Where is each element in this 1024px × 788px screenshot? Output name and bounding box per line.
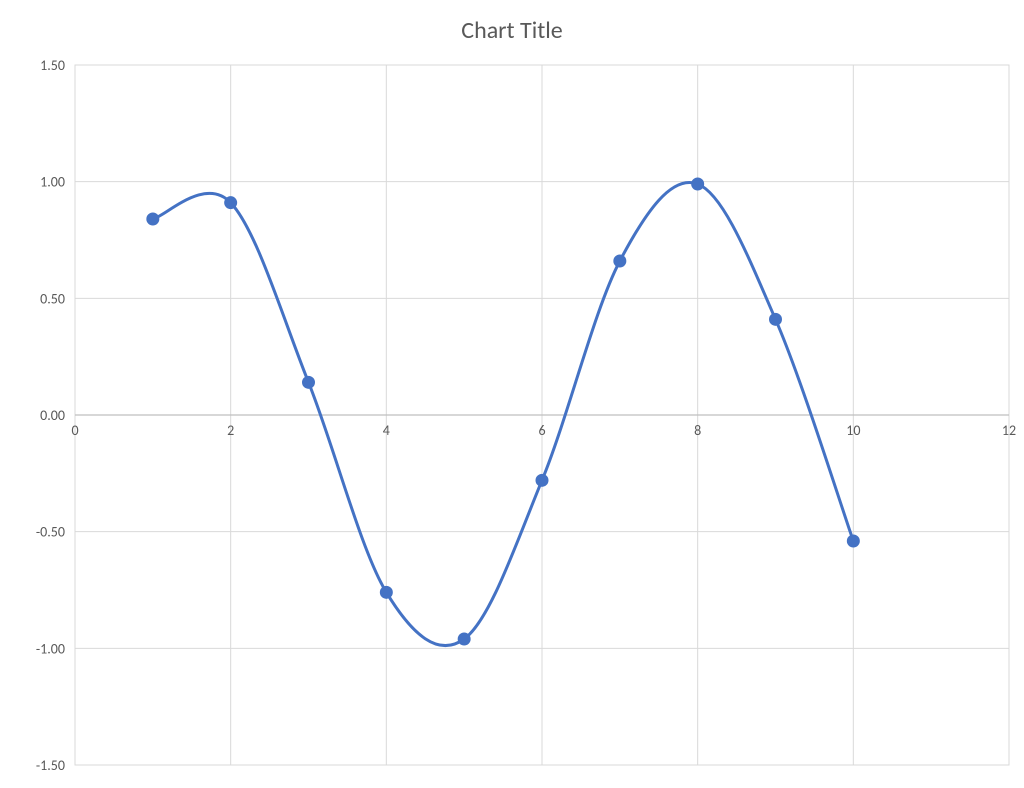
data-marker [380, 586, 392, 598]
data-marker [692, 178, 704, 190]
y-tick-label: -0.50 [36, 524, 65, 541]
x-tick-label: 2 [227, 422, 234, 439]
data-marker [303, 376, 315, 388]
data-marker [147, 213, 159, 225]
x-tick-label: 12 [1002, 422, 1016, 439]
y-tick-label: 1.50 [40, 57, 65, 74]
x-tick-label: 4 [383, 422, 390, 439]
plot-area: -1.50 -1.00 -0.50 0.00 0.50 1.00 1.50 0 2 4 6 8 10 12 [0, 55, 1024, 788]
y-tick-label: 0.00 [40, 407, 65, 424]
x-tick-label: 6 [538, 422, 545, 439]
x-tick-label: 10 [846, 422, 860, 439]
data-marker [225, 197, 237, 209]
data-marker [847, 535, 859, 547]
x-tick-label: 8 [694, 422, 701, 439]
data-marker [458, 633, 470, 645]
chart-title: Chart Title [0, 0, 1024, 55]
chart-container: Chart Title -1.50 -1.00 -0.50 0.00 0.50 1.00 1… [0, 0, 1024, 788]
x-tick-label: 0 [71, 422, 78, 439]
data-marker [770, 313, 782, 325]
data-marker [536, 474, 548, 486]
y-tick-label: -1.00 [36, 640, 65, 657]
data-marker [614, 255, 626, 267]
y-tick-label: -1.50 [36, 757, 65, 774]
chart-svg: -1.50 -1.00 -0.50 0.00 0.50 1.00 1.50 0 2 4 6 8 10 12 [0, 55, 1024, 787]
y-tick-label: 0.50 [40, 290, 65, 307]
y-tick-label: 1.00 [40, 174, 65, 191]
